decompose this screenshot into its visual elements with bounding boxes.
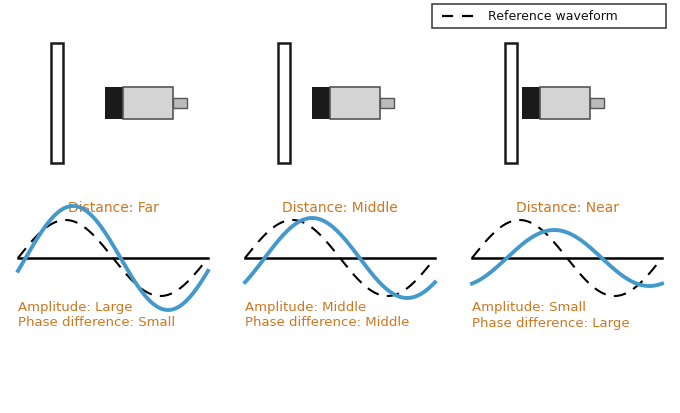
Text: Phase difference: Middle: Phase difference: Middle: [245, 316, 409, 330]
Bar: [590, 98, 604, 108]
Text: Reference waveform: Reference waveform: [488, 9, 617, 22]
Bar: [380, 98, 394, 108]
Bar: [505, 43, 517, 163]
Text: Phase difference: Large: Phase difference: Large: [472, 316, 630, 330]
Text: Amplitude: Large: Amplitude: Large: [18, 301, 133, 315]
Text: Distance: Middle: Distance: Middle: [282, 201, 398, 215]
Bar: [278, 43, 290, 163]
Text: Amplitude: Middle: Amplitude: Middle: [245, 301, 367, 315]
Text: Phase difference: Small: Phase difference: Small: [18, 316, 175, 330]
Bar: [522, 87, 540, 119]
Bar: [540, 87, 590, 119]
Bar: [51, 43, 63, 163]
Bar: [312, 87, 330, 119]
Text: Distance: Far: Distance: Far: [67, 201, 158, 215]
Bar: [330, 87, 380, 119]
Text: Distance: Near: Distance: Near: [515, 201, 619, 215]
Text: Amplitude: Small: Amplitude: Small: [472, 301, 586, 315]
Bar: [432, 4, 666, 28]
Bar: [123, 87, 173, 119]
Bar: [173, 98, 187, 108]
Bar: [105, 87, 123, 119]
